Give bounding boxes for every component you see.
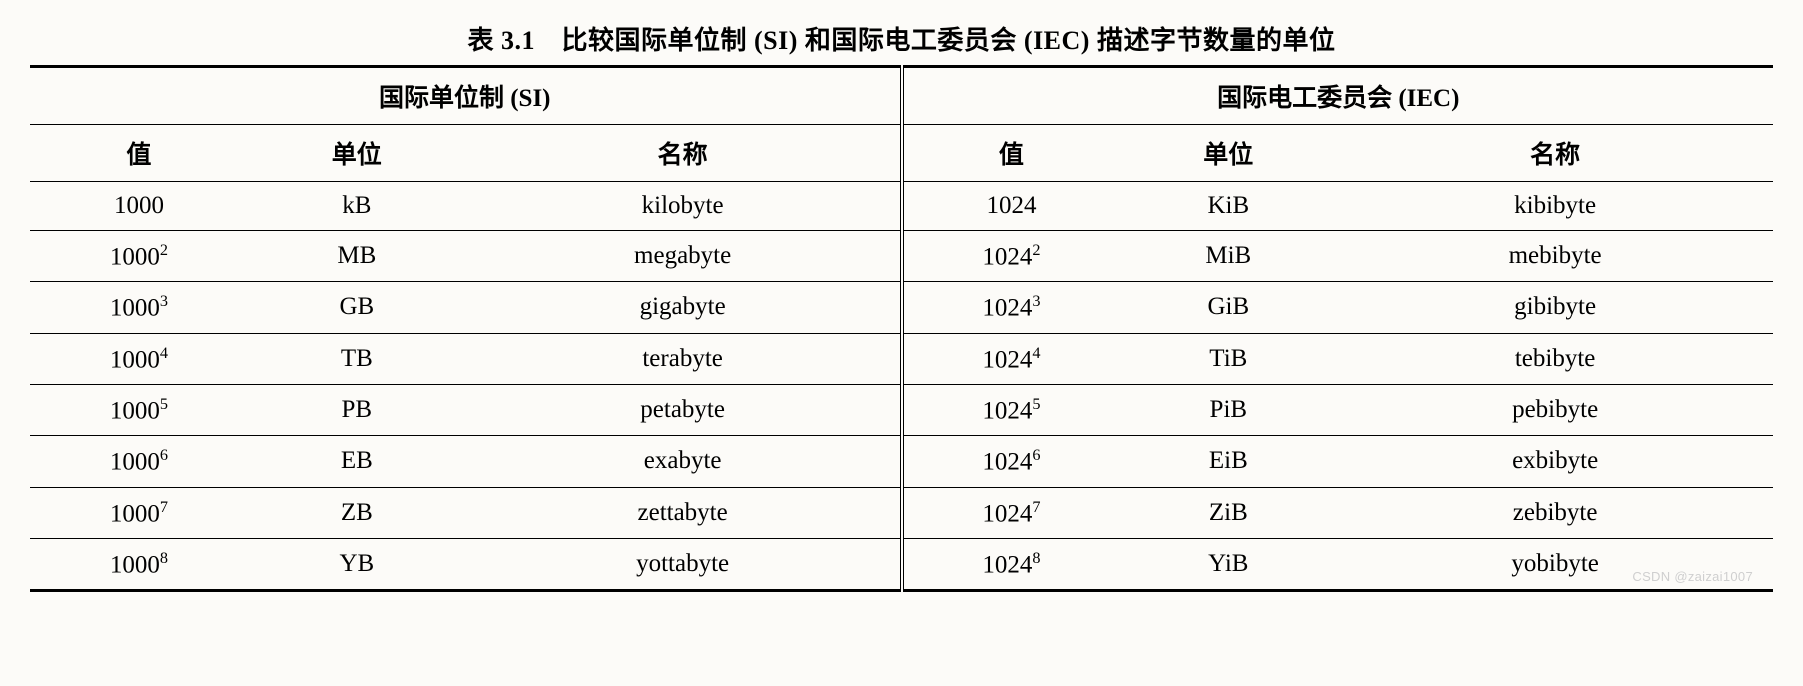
table-row: 1000kBkilobyte1024KiBkibibyte xyxy=(30,182,1773,231)
table-cell: 10247 xyxy=(902,487,1120,538)
column-header-row: 值 单位 名称 值 单位 名称 xyxy=(30,125,1773,182)
table-cell: kilobyte xyxy=(466,182,902,231)
table-cell: KiB xyxy=(1119,182,1337,231)
table-cell: 10244 xyxy=(902,333,1120,384)
table-cell: mebibyte xyxy=(1337,231,1773,282)
table-cell: zettabyte xyxy=(466,487,902,538)
table-row: 10002MBmegabyte10242MiBmebibyte xyxy=(30,231,1773,282)
table-cell: 10246 xyxy=(902,436,1120,487)
table-cell: petabyte xyxy=(466,384,902,435)
table-cell: GB xyxy=(248,282,466,333)
watermark: CSDN @zaizai1007 xyxy=(1632,569,1753,584)
table-cell: 10248 xyxy=(902,538,1120,590)
table-row: 10006EBexabyte10246EiBexbibyte xyxy=(30,436,1773,487)
group-header-iec: 国际电工委员会 (IEC) xyxy=(902,67,1774,125)
table-cell: kibibyte xyxy=(1337,182,1773,231)
table-cell: MB xyxy=(248,231,466,282)
table-cell: tebibyte xyxy=(1337,333,1773,384)
table-cell: TB xyxy=(248,333,466,384)
table-cell: megabyte xyxy=(466,231,902,282)
table-cell: 10005 xyxy=(30,384,248,435)
table-row: 10007ZBzettabyte10247ZiBzebibyte xyxy=(30,487,1773,538)
col-value-si: 值 xyxy=(30,125,248,182)
table-cell: 1000 xyxy=(30,182,248,231)
table-cell: kB xyxy=(248,182,466,231)
col-name-iec: 名称 xyxy=(1337,125,1773,182)
table-cell: ZB xyxy=(248,487,466,538)
table-cell: PB xyxy=(248,384,466,435)
table-cell: exabyte xyxy=(466,436,902,487)
table-cell: 10008 xyxy=(30,538,248,590)
table-cell: pebibyte xyxy=(1337,384,1773,435)
table-cell: TiB xyxy=(1119,333,1337,384)
table-cell: 10006 xyxy=(30,436,248,487)
table-cell: terabyte xyxy=(466,333,902,384)
table-cell: YB xyxy=(248,538,466,590)
table-row: 10005PBpetabyte10245PiBpebibyte xyxy=(30,384,1773,435)
table-cell: 10002 xyxy=(30,231,248,282)
table-row: 10008YByottabyte10248YiByobibyte xyxy=(30,538,1773,590)
table-cell: 10242 xyxy=(902,231,1120,282)
table-cell: 10003 xyxy=(30,282,248,333)
col-unit-si: 单位 xyxy=(248,125,466,182)
table-cell: MiB xyxy=(1119,231,1337,282)
col-value-iec: 值 xyxy=(902,125,1120,182)
table-cell: gibibyte xyxy=(1337,282,1773,333)
table-caption: 表 3.1 比较国际单位制 (SI) 和国际电工委员会 (IEC) 描述字节数量… xyxy=(30,20,1773,57)
group-header-row: 国际单位制 (SI) 国际电工委员会 (IEC) xyxy=(30,67,1773,125)
col-name-si: 名称 xyxy=(466,125,902,182)
table-cell: GiB xyxy=(1119,282,1337,333)
group-header-si: 国际单位制 (SI) xyxy=(30,67,902,125)
table-cell: EB xyxy=(248,436,466,487)
table-row: 10004TBterabyte10244TiBtebibyte xyxy=(30,333,1773,384)
table-cell: zebibyte xyxy=(1337,487,1773,538)
table-cell: 1024 xyxy=(902,182,1120,231)
table-cell: yottabyte xyxy=(466,538,902,590)
table-row: 10003GBgigabyte10243GiBgibibyte xyxy=(30,282,1773,333)
table-cell: EiB xyxy=(1119,436,1337,487)
table-cell: 10004 xyxy=(30,333,248,384)
table-cell: 10007 xyxy=(30,487,248,538)
units-table: 国际单位制 (SI) 国际电工委员会 (IEC) 值 单位 名称 值 单位 名称… xyxy=(30,65,1773,592)
table-cell: YiB xyxy=(1119,538,1337,590)
table-cell: 10243 xyxy=(902,282,1120,333)
table-cell: PiB xyxy=(1119,384,1337,435)
table-cell: 10245 xyxy=(902,384,1120,435)
table-cell: ZiB xyxy=(1119,487,1337,538)
table-cell: gigabyte xyxy=(466,282,902,333)
col-unit-iec: 单位 xyxy=(1119,125,1337,182)
table-cell: exbibyte xyxy=(1337,436,1773,487)
